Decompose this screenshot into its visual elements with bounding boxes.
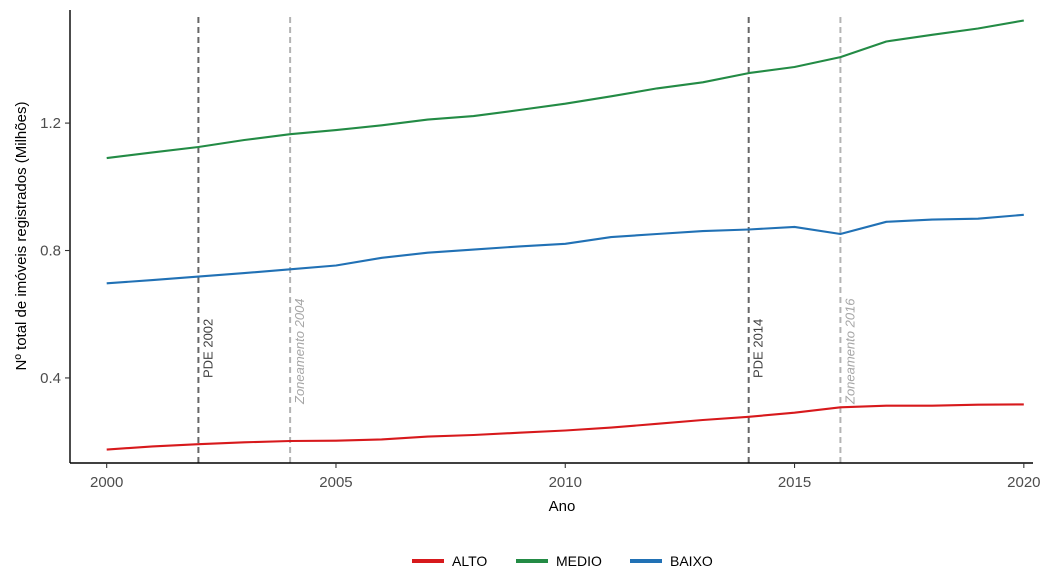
- x-axis-title: Ano: [549, 498, 576, 515]
- y-ticks-layer: 0.4 0.8 1.2: [40, 115, 70, 387]
- reference-line-label: Zoneamento 2016: [842, 298, 857, 405]
- series-line-medio: [106, 19, 1024, 160]
- series-line-baixo: [106, 213, 1024, 285]
- x-tick-label: 2015: [778, 474, 811, 491]
- legend-label: ALTO: [452, 553, 487, 569]
- legend-item-medio: MEDIO: [516, 553, 602, 569]
- legend-label: BAIXO: [670, 553, 713, 569]
- reference-line-label: PDE 2014: [751, 319, 766, 378]
- reference-line-label: Zoneamento 2004: [292, 298, 307, 405]
- y-axis-title: Nº total de imóveis registrados (Milhões…: [13, 102, 30, 371]
- x-ticks-layer: 2000 2005 2010 2015 2020: [90, 463, 1041, 491]
- annotations-layer: PDE 2002 Zoneamento 2004 PDE 2014 Zoneament…: [197, 17, 857, 463]
- reference-line-label: PDE 2002: [200, 319, 215, 378]
- legend: ALTO MEDIO BAIXO: [412, 553, 713, 569]
- y-tick-label: 0.4: [40, 370, 61, 387]
- x-tick-label: 2000: [90, 474, 123, 491]
- legend-item-baixo: BAIXO: [630, 553, 713, 569]
- x-tick-label: 2020: [1007, 474, 1040, 491]
- series-layer: [106, 19, 1024, 451]
- axes-layer: [69, 10, 1033, 464]
- legend-label: MEDIO: [556, 553, 602, 569]
- y-tick-label: 0.8: [40, 243, 61, 260]
- y-tick-label: 1.2: [40, 115, 61, 132]
- legend-item-alto: ALTO: [412, 553, 487, 569]
- x-tick-label: 2010: [549, 474, 582, 491]
- x-tick-label: 2005: [319, 474, 352, 491]
- series-line-alto: [106, 403, 1024, 451]
